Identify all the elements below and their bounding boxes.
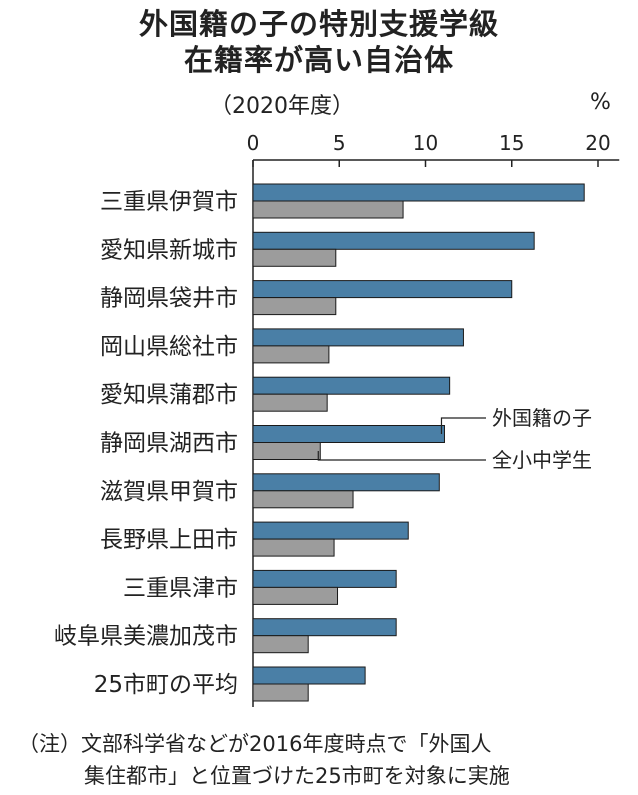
bar-foreign-children bbox=[252, 521, 409, 540]
bar-all-students bbox=[252, 345, 330, 364]
category-label: 長野県上田市 bbox=[100, 527, 238, 553]
bar-all-students bbox=[252, 200, 404, 219]
x-tick-label: 20 bbox=[585, 131, 610, 155]
category-label: 三重県伊賀市 bbox=[100, 189, 238, 215]
category-label: 滋賀県甲賀市 bbox=[100, 479, 238, 505]
title-line-2: 在籍率が高い自治体 bbox=[183, 43, 454, 77]
chart-title: 外国籍の子の特別支援学級 在籍率が高い自治体 bbox=[0, 6, 638, 78]
footnote: （注）文部科学省などが2016年度時点で「外国人 集住都市」と位置づけた25市町… bbox=[18, 728, 510, 792]
unit-label: % bbox=[590, 90, 611, 115]
bar-all-students bbox=[252, 490, 354, 509]
bar-foreign-children bbox=[252, 183, 585, 202]
bar-foreign-children bbox=[252, 425, 445, 443]
bar-foreign-children bbox=[252, 376, 451, 395]
category-label: 岡山県総社市 bbox=[100, 334, 238, 360]
bar-all-students bbox=[252, 586, 339, 605]
bar-foreign-children bbox=[252, 666, 366, 685]
bar-all-students bbox=[252, 393, 328, 412]
chart-subtitle: （2020年度） bbox=[210, 94, 354, 119]
bar-all-students bbox=[252, 635, 309, 654]
legend-label-foreign: 外国籍の子 bbox=[492, 406, 592, 430]
bar-foreign-children bbox=[252, 280, 513, 299]
footnote-line-1: （注）文部科学省などが2016年度時点で「外国人 bbox=[18, 732, 492, 756]
bar-all-students bbox=[252, 248, 337, 267]
bar-foreign-children bbox=[252, 569, 397, 588]
bar-foreign-children bbox=[252, 231, 535, 250]
legend-leader-all bbox=[317, 451, 486, 461]
category-label: 三重県津市 bbox=[123, 575, 238, 601]
bar-all-students bbox=[252, 442, 321, 460]
category-label: 岐阜県美濃加茂市 bbox=[54, 624, 238, 650]
bar-all-students bbox=[252, 683, 309, 702]
category-label: 静岡県袋井市 bbox=[100, 286, 238, 312]
category-label: 愛知県新城市 bbox=[100, 237, 238, 263]
bar-foreign-children bbox=[252, 473, 440, 492]
x-tick-label: 10 bbox=[413, 131, 438, 155]
bar-foreign-children bbox=[252, 328, 464, 347]
legend-leader-foreign bbox=[440, 417, 486, 434]
category-label: 静岡県湖西市 bbox=[100, 431, 238, 457]
category-label: 25市町の平均 bbox=[94, 672, 238, 698]
x-tick-label: 15 bbox=[499, 131, 524, 155]
category-label: 愛知県蒲郡市 bbox=[100, 382, 238, 408]
bar-all-students bbox=[252, 297, 337, 316]
bar-foreign-children bbox=[252, 618, 397, 637]
legend-label-all: 全小中学生 bbox=[492, 448, 592, 472]
bar-all-students bbox=[252, 538, 335, 557]
footnote-line-2: 集住都市」と位置づけた25市町を対象に実施 bbox=[84, 764, 510, 788]
title-line-1: 外国籍の子の特別支援学級 bbox=[138, 7, 499, 41]
x-tick-label: 0 bbox=[247, 131, 260, 155]
x-tick-label: 5 bbox=[333, 131, 346, 155]
